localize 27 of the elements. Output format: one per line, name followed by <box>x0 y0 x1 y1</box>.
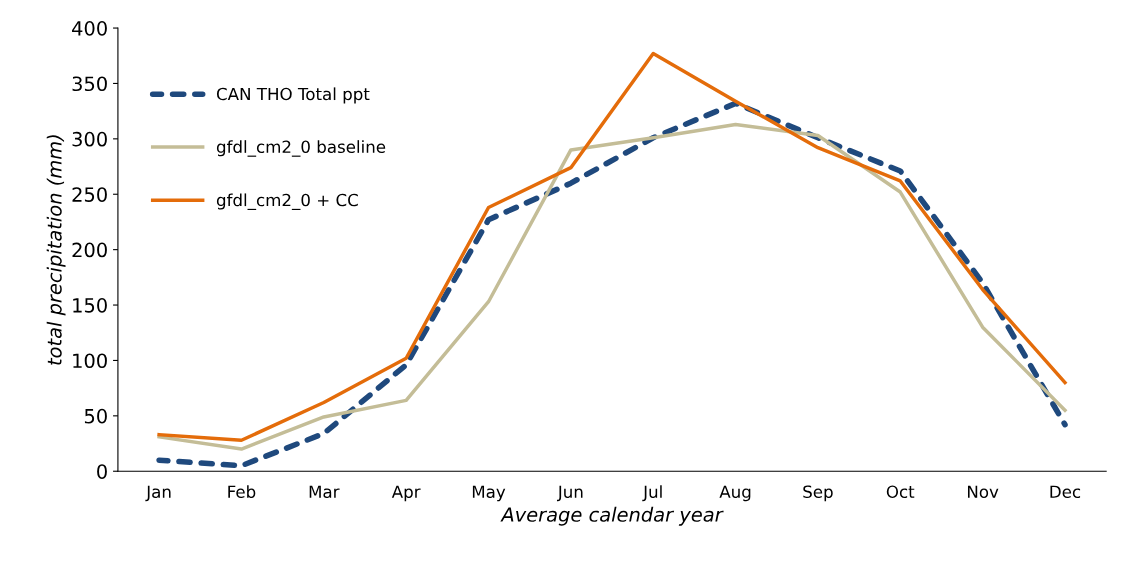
x-tick-label: Sep <box>803 485 833 502</box>
y-tick-label: 300 <box>72 131 107 147</box>
x-tick-label: Dec <box>1050 485 1081 499</box>
x-tick-label: Jul <box>642 485 662 502</box>
x-tick-label: Mar <box>309 485 340 499</box>
y-tick-label: 150 <box>73 298 107 313</box>
x-axis-title: Average calendar year <box>500 506 724 526</box>
x-tick-label: Aug <box>719 485 751 502</box>
y-tick-label: 250 <box>72 187 107 202</box>
legend-label: gfdl_cm2_0 + CC <box>216 193 358 211</box>
x-tick-label: Oct <box>886 485 915 499</box>
x-tick-label: Jan <box>145 485 171 502</box>
line-series <box>157 51 1067 442</box>
y-tick-label: 350 <box>72 76 107 92</box>
x-tick-label: Nov <box>967 485 999 499</box>
y-axis-title: total precipitation (mm) <box>46 135 66 365</box>
y-tick-label: 200 <box>72 242 107 258</box>
y-tick-label: 50 <box>84 408 107 424</box>
y-tick-label: 400 <box>72 21 107 36</box>
x-tick-label: Apr <box>391 485 421 502</box>
y-tick-label: 0 <box>97 464 107 479</box>
y-tick-label: 100 <box>73 353 107 369</box>
legend-label: CAN THO Total ppt <box>216 87 370 104</box>
legend-label: gfdl_cm2_0 baseline <box>216 140 386 157</box>
x-tick-label: May <box>472 485 506 502</box>
x-tick-label: Feb <box>228 485 256 499</box>
x-tick-label: Jun <box>556 485 583 502</box>
